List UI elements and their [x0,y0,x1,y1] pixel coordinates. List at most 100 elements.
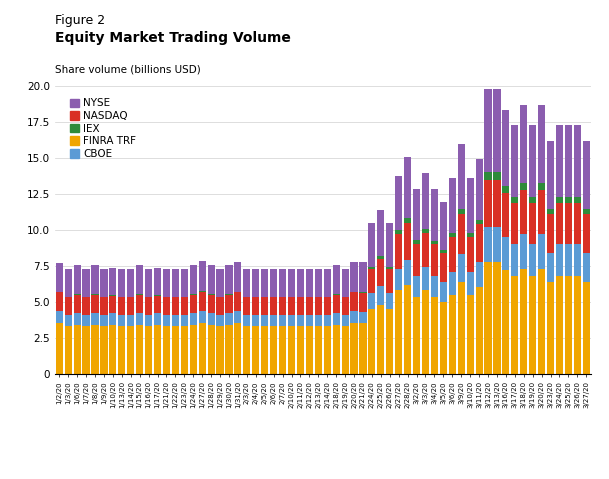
Bar [395,230,403,234]
Bar [404,223,411,260]
Bar [502,193,510,237]
Bar [189,313,197,325]
Bar [368,269,376,293]
Bar [466,179,474,233]
Bar [538,183,545,190]
Bar [583,209,590,214]
Bar [413,244,420,276]
Bar [279,269,286,297]
Bar [350,311,357,323]
Bar [520,234,527,269]
Bar [342,297,349,315]
Bar [511,203,518,244]
Bar [252,297,259,315]
Bar [297,315,304,326]
Bar [145,326,152,374]
Bar [422,173,429,229]
Bar [511,244,518,276]
Bar [565,276,572,374]
Bar [154,313,161,325]
Bar [288,315,295,326]
Bar [315,315,322,326]
Bar [547,282,554,374]
Bar [386,266,393,269]
Bar [109,325,116,374]
Bar [306,297,313,315]
Bar [529,203,537,244]
Bar [55,311,63,323]
Bar [154,296,161,313]
Bar [74,295,81,313]
Bar [145,297,152,315]
Bar [333,313,340,325]
Bar [342,315,349,326]
Bar [225,313,233,325]
Bar [556,196,563,203]
Bar [493,227,501,262]
Bar [288,326,295,374]
Bar [466,295,474,374]
Bar [100,326,108,374]
Bar [181,315,188,326]
Bar [466,233,474,237]
Bar [556,244,563,276]
Bar [520,105,527,183]
Bar [342,326,349,374]
Bar [493,89,501,172]
Bar [359,293,367,312]
Bar [100,269,108,297]
Bar [208,294,215,295]
Bar [216,326,224,374]
Bar [556,276,563,374]
Bar [413,189,420,240]
Bar [404,285,411,374]
Bar [574,244,581,276]
Bar [199,291,206,292]
Bar [547,141,554,209]
Bar [333,325,340,374]
Bar [449,233,456,237]
Bar [538,234,545,269]
Bar [449,272,456,295]
Bar [466,272,474,295]
Bar [82,315,90,326]
Bar [323,326,331,374]
Bar [440,253,447,282]
Bar [225,265,233,294]
Bar [297,326,304,374]
Bar [529,276,537,374]
Bar [74,325,81,374]
Bar [333,294,340,295]
Bar [91,265,99,294]
Bar [270,297,277,315]
Bar [216,269,224,297]
Bar [368,224,376,266]
Bar [91,294,99,295]
Bar [199,261,206,291]
Bar [181,326,188,374]
Bar [395,234,403,269]
Bar [136,294,143,295]
Bar [91,295,99,313]
Bar [208,295,215,313]
Bar [574,125,581,196]
Bar [127,315,135,326]
Bar [556,125,563,196]
Bar [234,323,242,374]
Bar [172,269,179,297]
Bar [261,297,269,315]
Bar [476,262,483,287]
Bar [476,159,483,219]
Bar [431,241,438,244]
Bar [315,297,322,315]
Bar [145,269,152,297]
Bar [395,176,403,230]
Bar [127,297,135,315]
Bar [109,296,116,313]
Bar [333,295,340,313]
Bar [261,326,269,374]
Bar [181,297,188,315]
Bar [189,265,197,294]
Bar [386,309,393,374]
Bar [493,262,501,374]
